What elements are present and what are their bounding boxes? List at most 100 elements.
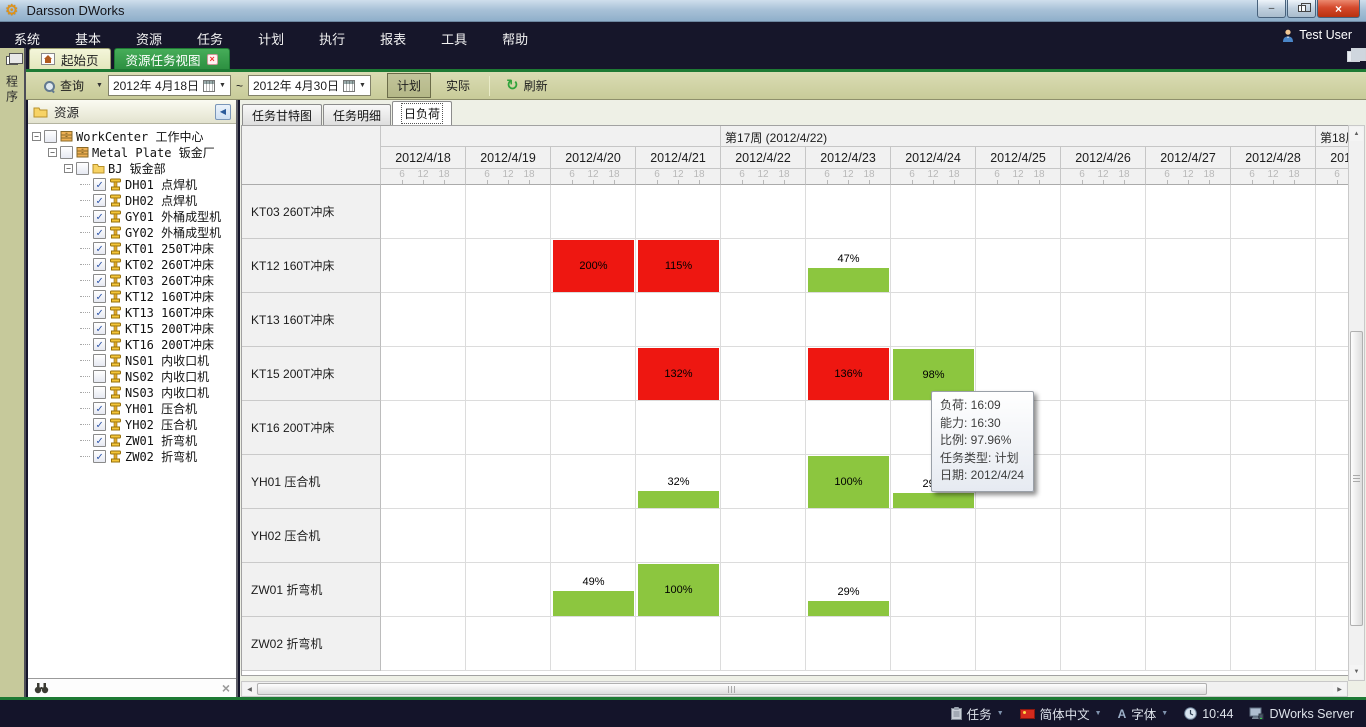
load-bar[interactable]: 100% [638,564,719,616]
tree-item-GY02[interactable]: ✓ GY02 外桶成型机 [28,224,236,240]
tree-item-KT03[interactable]: ✓ KT03 260T冲床 [28,272,236,288]
programs-strip-label[interactable]: 程序 [4,75,19,105]
menu-item[interactable]: 系统 [14,32,41,47]
scroll-right-icon[interactable]: ▶ [1333,683,1346,695]
tree-group-Metal Plate[interactable]: − Metal Plate 钣金厂 [28,144,236,160]
tree-collapse-icon[interactable]: − [64,163,73,173]
tree-checkbox[interactable]: ✓ [93,417,106,431]
menu-item[interactable]: 帮助 [502,32,529,47]
date-from-dropdown-icon[interactable]: ▼ [219,82,226,89]
tree-checkbox[interactable] [93,385,106,399]
close-button[interactable]: × [1317,0,1360,18]
load-bar[interactable]: 100% [808,456,889,508]
tree-checkbox[interactable]: ✓ [93,209,106,223]
load-bar[interactable]: 132% [638,348,719,400]
tree-checkbox[interactable]: ✓ [93,433,106,447]
tree-checkbox[interactable] [93,353,106,367]
tree-item-DH01[interactable]: ✓ DH01 点焊机 [28,176,236,192]
refresh-button[interactable]: ↻ 刷新 [499,73,555,98]
scroll-down-icon[interactable]: ▼ [1350,665,1363,679]
tree-collapse-icon[interactable]: − [48,147,57,157]
tree-filter-bar[interactable]: × [28,678,236,697]
tree-item-YH02[interactable]: ✓ YH02 压合机 [28,416,236,432]
tree-group-BJ[interactable]: − BJ 钣金部 [28,160,236,176]
menu-item[interactable]: 报表 [380,32,407,47]
font-dropdown-icon[interactable]: ▼ [1161,710,1169,717]
row-cells[interactable] [381,617,1348,671]
tree-checkbox[interactable]: ✓ [93,241,106,255]
tree-checkbox[interactable] [76,161,89,175]
tree-checkbox[interactable]: ✓ [93,305,106,319]
load-bar[interactable]: 136% [808,348,889,400]
row-cells[interactable] [381,509,1348,563]
vertical-scrollbar[interactable]: ▲ ▼ [1348,125,1365,681]
status-font-menu[interactable]: A 字体 ▼ [1118,704,1169,723]
row-cells[interactable] [381,401,1348,455]
pages-icon[interactable] [6,53,23,65]
query-dropdown-icon[interactable]: ▼ [96,82,103,89]
tree-item-KT02[interactable]: ✓ KT02 260T冲床 [28,256,236,272]
tree-checkbox[interactable] [93,369,106,383]
vertical-scroll-thumb[interactable] [1350,331,1363,626]
tree-checkbox[interactable]: ✓ [93,273,106,287]
tree-item-KT12[interactable]: ✓ KT12 160T冲床 [28,288,236,304]
load-bar[interactable] [553,591,634,616]
tree-checkbox[interactable]: ✓ [93,193,106,207]
plan-toggle-button[interactable]: 计划 [386,73,431,98]
tree-item-NS02[interactable]: NS02 内收口机 [28,368,236,384]
status-task-menu[interactable]: 任务 ▼ [950,704,1004,723]
tree-item-KT16[interactable]: ✓ KT16 200T冲床 [28,336,236,352]
tree-checkbox[interactable] [44,129,57,143]
tree-checkbox[interactable]: ✓ [93,337,106,351]
tab-close-icon[interactable]: × [206,53,218,65]
language-dropdown-icon[interactable]: ▼ [1094,710,1102,717]
status-language-menu[interactable]: 简体中文 ▼ [1019,704,1102,723]
tab-resource-task-view[interactable]: 资源任务视图 × [113,48,230,69]
tab-daily-load[interactable]: 日负荷 [392,101,453,125]
tree-item-ZW02[interactable]: ✓ ZW02 折弯机 [28,448,236,464]
menu-item[interactable]: 任务 [197,32,224,47]
menu-item[interactable]: 执行 [319,32,346,47]
tree-checkbox[interactable]: ✓ [93,289,106,303]
row-cells[interactable]: 132% 136% 98% [381,347,1348,401]
tree-item-YH01[interactable]: ✓ YH01 压合机 [28,400,236,416]
tree-checkbox[interactable]: ✓ [93,449,106,463]
tab-task-detail[interactable]: 任务明细 [323,104,392,125]
date-to-dropdown-icon[interactable]: ▼ [359,82,366,89]
date-from-field[interactable]: 2012年 4月18日 ▼ [107,75,231,96]
tree-item-NS03[interactable]: NS03 内收口机 [28,384,236,400]
tree-checkbox[interactable]: ✓ [93,177,106,191]
horizontal-scroll-thumb[interactable] [257,683,1207,695]
row-cells[interactable] [381,293,1348,347]
tree-checkbox[interactable]: ✓ [93,321,106,335]
menu-item[interactable]: 计划 [258,32,285,47]
tree-item-KT13[interactable]: ✓ KT13 160T冲床 [28,304,236,320]
horizontal-scrollbar[interactable]: ◀ ▶ [241,681,1348,697]
tree-group-WorkCenter[interactable]: − WorkCenter 工作中心 [28,128,236,144]
clear-filter-icon[interactable]: × [221,680,230,696]
tree-item-GY01[interactable]: ✓ GY01 外桶成型机 [28,208,236,224]
user-indicator[interactable]: Test User [1282,28,1352,42]
scroll-left-icon[interactable]: ◀ [243,683,256,695]
tree-item-KT15[interactable]: ✓ KT15 200T冲床 [28,320,236,336]
task-dropdown-icon[interactable]: ▼ [996,710,1004,717]
load-bar[interactable] [808,601,889,616]
date-to-field[interactable]: 2012年 4月30日 ▼ [247,75,371,96]
load-bar[interactable] [638,491,719,508]
tab-task-gantt[interactable]: 任务甘特图 [242,104,323,125]
tree-collapse-icon[interactable]: − [32,131,41,141]
row-cells[interactable]: 49% 100% 29% [381,563,1348,617]
tree-item-DH02[interactable]: ✓ DH02 点焊机 [28,192,236,208]
menu-item[interactable]: 工具 [441,32,468,47]
status-server[interactable]: DWorks Server [1249,707,1354,721]
menu-item[interactable]: 资源 [136,32,163,47]
row-cells[interactable]: 200% 115% 47% [381,239,1348,293]
row-cells[interactable] [381,185,1348,239]
tree-item-ZW01[interactable]: ✓ ZW01 折弯机 [28,432,236,448]
tree-item-NS01[interactable]: NS01 内收口机 [28,352,236,368]
load-bar[interactable]: 200% [553,240,634,292]
query-button[interactable]: 查询 [36,73,91,98]
menu-item[interactable]: 基本 [75,32,102,47]
restore-button[interactable] [1287,0,1316,18]
scroll-up-icon[interactable]: ▲ [1350,127,1363,141]
